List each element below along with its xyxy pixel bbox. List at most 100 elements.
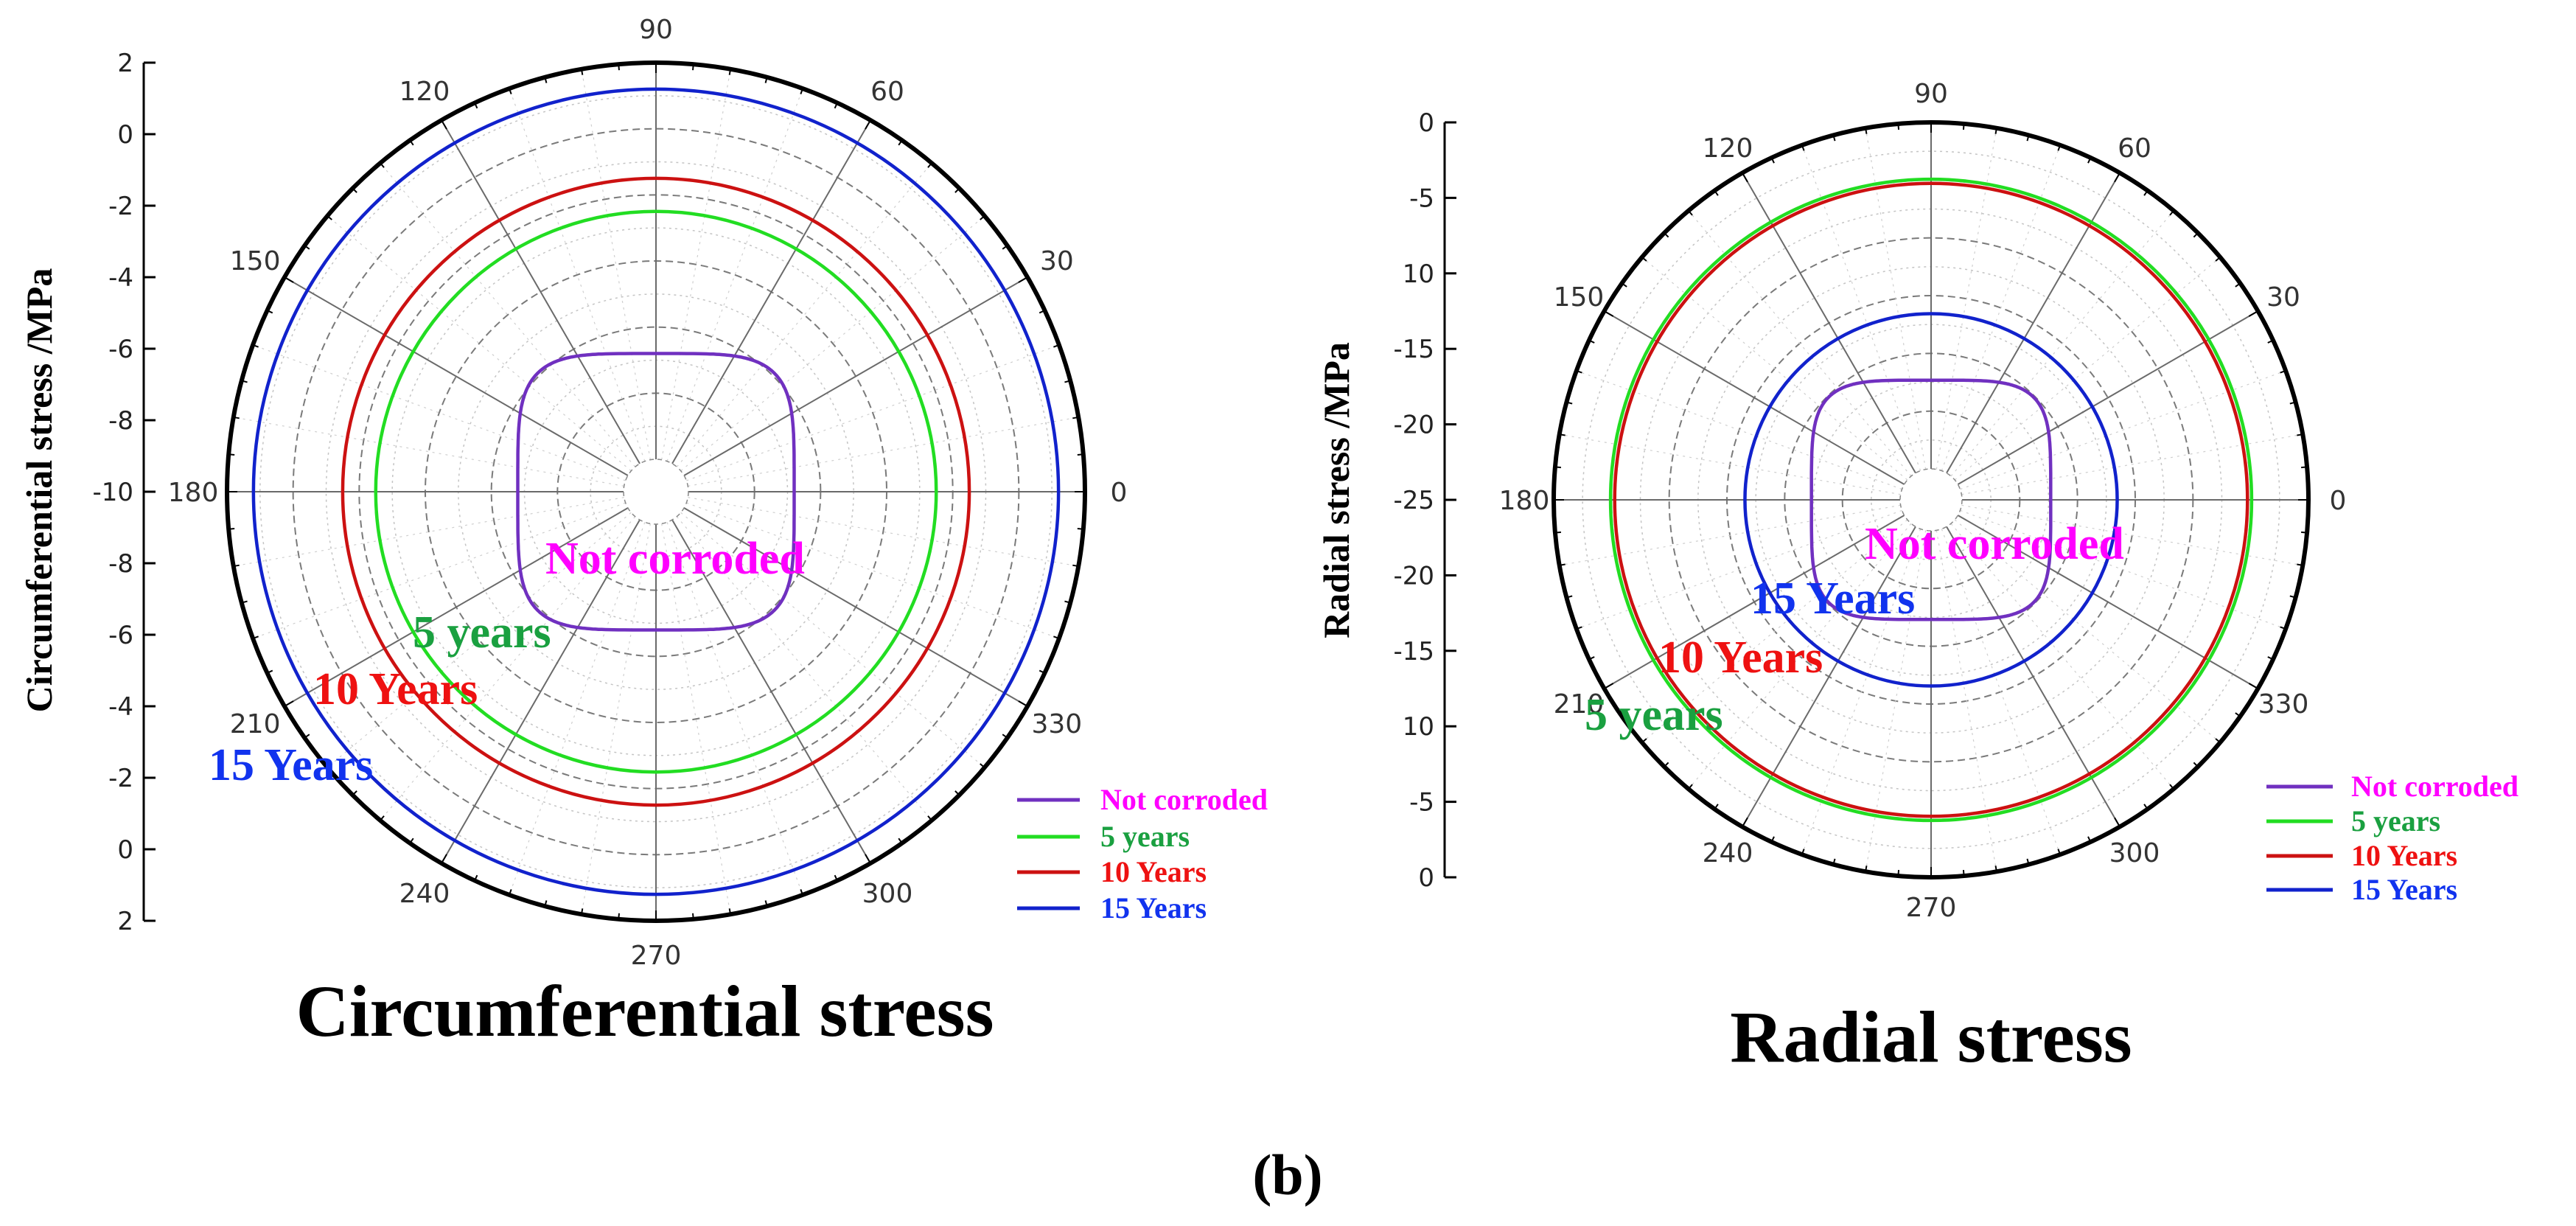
- outer-ring-tick-left: [441, 854, 447, 864]
- outer-ring-tick-right: [1604, 683, 1614, 689]
- outer-ring-tick-left: [327, 763, 332, 768]
- outer-ring-tick-left: [1072, 416, 1079, 419]
- outer-ring-tick-left: [1002, 734, 1008, 739]
- grid-spoke-right: [1946, 526, 2121, 827]
- grid-spoke-right: [1604, 310, 1905, 485]
- angle-label-330-right: 330: [2258, 689, 2309, 720]
- radial-axis-right: 0 -5 10 -15 -20 -25 -20 -15 10 -5 0: [1393, 108, 1456, 893]
- grid-minor-spoke-right: [1950, 523, 2174, 790]
- outer-ring-tick-left: [252, 344, 259, 348]
- grid-minor-spoke-left: [666, 88, 803, 462]
- radial-axis-tick-label-left: -6: [108, 621, 133, 650]
- outer-ring-tick-left: [927, 815, 932, 821]
- radial-axis-tick-label-right: -20: [1393, 411, 1434, 440]
- outer-ring-tick-right: [1897, 869, 1900, 877]
- outer-ring-tick-left: [284, 276, 294, 283]
- legend-left: Not corroded 5 years 10 Years 15 Years: [1017, 783, 1268, 924]
- outer-ring-tick-left: [927, 162, 932, 168]
- outer-ring-tick-right: [2193, 232, 2199, 238]
- outer-ring-tick-right: [1688, 784, 1693, 790]
- series-15-years-right: [1743, 312, 2119, 688]
- radial-axis-tick-label-right: -25: [1393, 486, 1434, 515]
- outer-ring-tick-left: [1077, 453, 1083, 456]
- outer-ring-tick-right: [2026, 135, 2030, 142]
- outer-ring-tick-left: [409, 837, 414, 844]
- radial-axis-tick-label-left: 0: [117, 835, 133, 865]
- outer-ring-tick-left: [692, 913, 694, 919]
- outer-ring-tick-right: [2267, 339, 2274, 344]
- outer-ring-tick-left: [267, 669, 273, 674]
- inner-ring-left: [623, 459, 689, 525]
- outer-ring-tick-right: [1865, 865, 1868, 872]
- grid-minor-spoke-right: [1954, 519, 2221, 743]
- grid-minor-spoke-left: [661, 69, 731, 460]
- outer-ring-tick-right: [1832, 858, 1836, 865]
- radial-axis-tick-label-left: -8: [108, 406, 133, 436]
- grid-spoke-right: [1946, 173, 2121, 474]
- annotation-10-years-right: 10 Years: [1658, 633, 1823, 683]
- grid-minor-spoke-right: [1936, 128, 1997, 470]
- grid-minor-spoke-right: [1960, 370, 2286, 490]
- outer-ring-tick-right: [2297, 433, 2303, 436]
- polar-grid-right: [1551, 120, 2311, 880]
- grid-minor-spoke-right: [1865, 530, 1927, 872]
- angle-label-30-left: 30: [1040, 246, 1074, 276]
- grid-minor-spoke-right: [1954, 257, 2221, 481]
- outer-ring-tick-left: [954, 790, 960, 796]
- angle-label-90-right: 90: [1914, 79, 1948, 109]
- radial-axis-tick-label-right: 0: [1418, 108, 1434, 138]
- outer-ring-tick-right: [1576, 626, 1582, 630]
- outer-ring-tick-left: [692, 64, 694, 71]
- grid-minor-spoke-left: [233, 417, 624, 487]
- outer-ring-tick-left: [865, 119, 871, 130]
- outer-ring-tick-right: [1770, 157, 1775, 164]
- outer-ring-tick-right: [2114, 817, 2121, 827]
- grid-minor-spoke-right: [1688, 523, 1912, 790]
- outer-ring-tick-left: [241, 380, 248, 383]
- annotation-not-corroded-left: Not corroded: [545, 534, 805, 584]
- outer-ring-tick-left: [980, 215, 985, 220]
- grid-spoke-left: [441, 519, 640, 864]
- outer-ring-tick-left: [865, 854, 871, 864]
- outer-ring-tick-left: [898, 139, 903, 146]
- outer-ring-tick-right: [1576, 369, 1582, 374]
- outer-ring-tick-left: [1053, 635, 1060, 639]
- radial-axis-tick-label-left: -6: [108, 335, 133, 364]
- angle-label-150-right: 150: [1554, 282, 1605, 313]
- outer-ring-tick-right: [1664, 232, 1669, 238]
- grid-minor-spoke-right: [1576, 370, 1902, 490]
- angle-label-300-right: 300: [2109, 838, 2160, 868]
- angle-label-210-right: 210: [1554, 689, 1605, 720]
- outer-ring-tick-right: [1832, 135, 1836, 142]
- grid-minor-spoke-right: [1688, 210, 1912, 477]
- outer-ring-tick-left: [509, 88, 512, 94]
- grid-minor-spoke-right: [1961, 433, 2303, 495]
- series-not-corroded-right: [1809, 378, 2053, 621]
- grid-spoke-right: [1957, 310, 2258, 485]
- legend-label-15-years-left: 15 Years: [1100, 891, 1207, 924]
- outer-ring-tick-right: [2143, 190, 2149, 196]
- outer-ring-tick-right: [2114, 173, 2121, 183]
- outer-ring-tick-left: [1064, 380, 1071, 383]
- grid-minor-spoke-right: [1961, 504, 2303, 566]
- outer-ring-tick-right: [1664, 762, 1669, 767]
- radial-axis-tick-label-right: -5: [1409, 184, 1434, 213]
- grid-minor-spoke-right: [1559, 433, 1901, 495]
- series-10-years-right: [1613, 181, 2249, 818]
- grid-spoke-left: [683, 276, 1028, 476]
- outer-ring-tick-right: [1622, 712, 1627, 717]
- grid-minor-spoke-right: [1641, 519, 1908, 743]
- angle-label-60-left: 60: [870, 77, 904, 107]
- outer-ring-tick-left: [228, 453, 235, 456]
- annotation-5-years-right: 5 years: [1585, 690, 1723, 740]
- outer-ring-tick-left: [1039, 669, 1045, 674]
- grid-minor-spoke-right: [1950, 210, 2174, 477]
- grid-spoke-left: [671, 519, 871, 864]
- series-15-years-left: [251, 87, 1061, 896]
- outer-ring-tick-right: [2300, 531, 2308, 534]
- outer-ring-tick-right: [2143, 804, 2149, 809]
- radial-axis-tick-label-left: 0: [117, 120, 133, 150]
- legend-label-15-years-right: 15 Years: [2351, 873, 2457, 906]
- radial-axis-tick-label-right: -20: [1393, 561, 1434, 591]
